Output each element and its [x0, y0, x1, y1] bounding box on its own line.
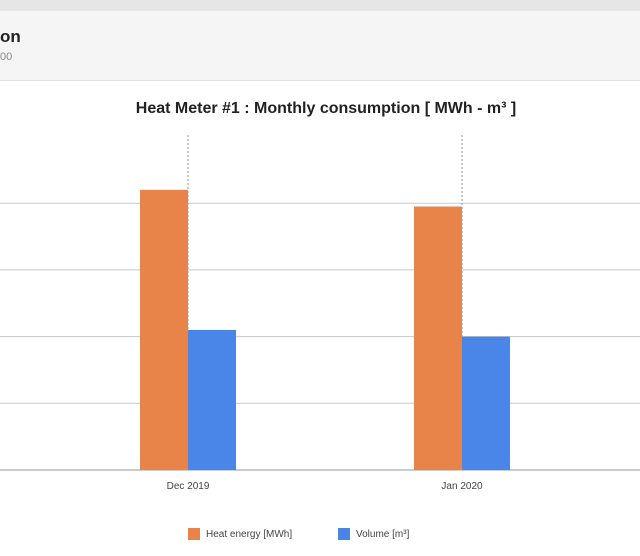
legend-label-volume: Volume [m³] — [356, 528, 410, 540]
bar-heat-energy-0 — [140, 189, 188, 471]
top-strip — [0, 0, 640, 11]
bar-volume-0 — [188, 329, 236, 470]
legend: Heat energy [MWh] Volume [m³] — [0, 528, 640, 544]
x-tick-label-1: Jan 2020 — [441, 481, 483, 492]
legend-item-heat-energy[interactable]: Heat energy [MWh] — [188, 528, 292, 540]
legend-swatch-volume — [338, 528, 350, 540]
panel-header: on 00 — [0, 11, 640, 81]
bar-volume-1 — [462, 336, 510, 470]
x-tick-label-0: Dec 2019 — [167, 481, 210, 492]
legend-label-heat-energy: Heat energy [MWh] — [206, 528, 293, 540]
legend-swatch-heat-energy — [188, 528, 200, 540]
panel-title: on — [0, 27, 21, 46]
panel-subtitle: 00 — [0, 51, 13, 63]
bar-heat-energy-1 — [414, 206, 462, 470]
chart-title: Heat Meter #1 : Monthly consumption [ MW… — [135, 100, 517, 117]
legend-item-volume[interactable]: Volume [m³] — [338, 528, 409, 540]
